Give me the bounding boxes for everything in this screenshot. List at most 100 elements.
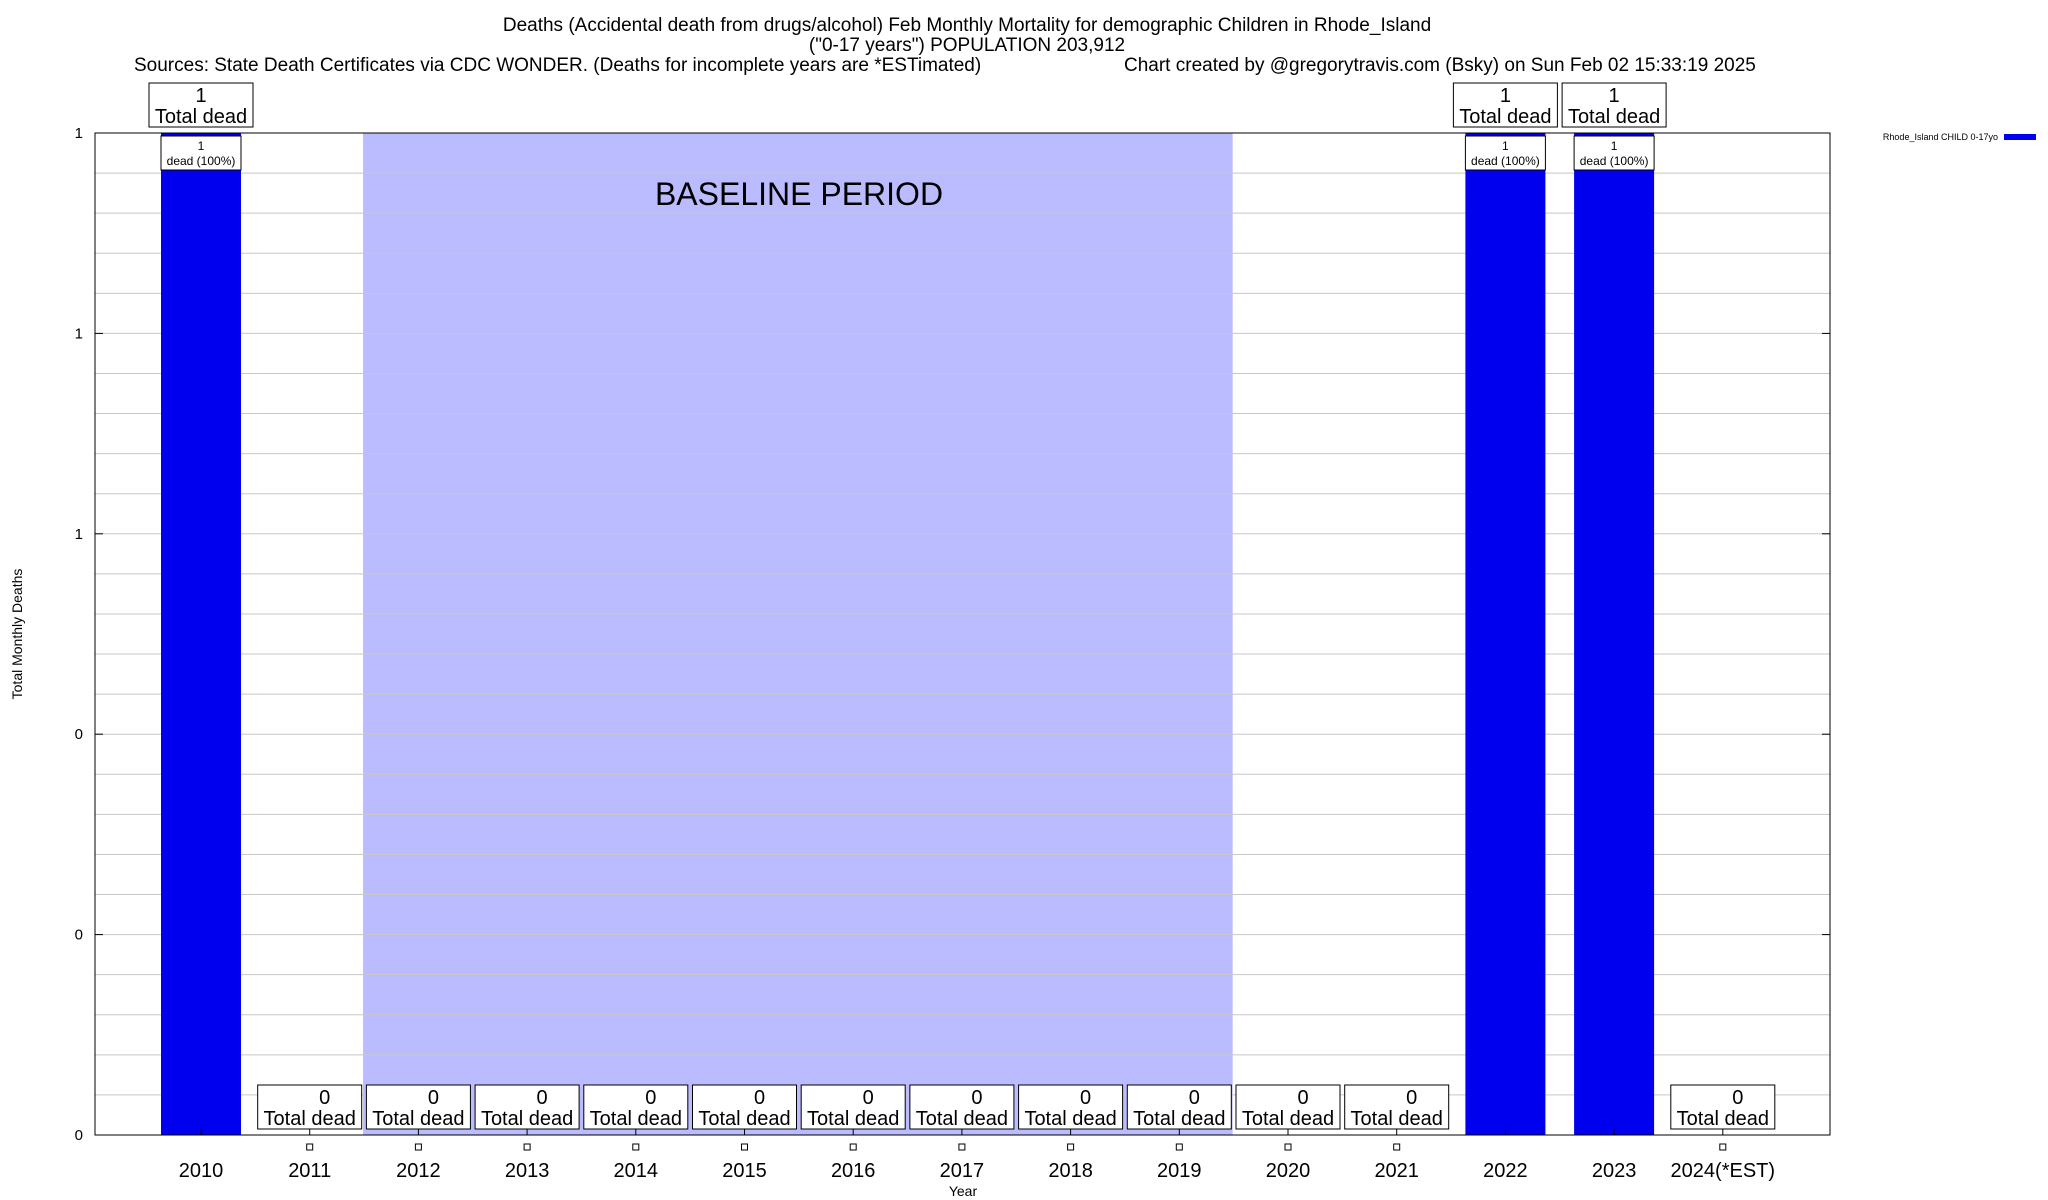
zero-marker	[1393, 1143, 1401, 1151]
total-label-box	[257, 1084, 363, 1130]
x-tick-label: 2019	[1157, 1160, 1202, 1182]
total-label-text: Total dead	[155, 106, 247, 128]
x-tick-label: 2012	[396, 1160, 441, 1182]
chart-credit: Chart created by @gregorytravis.com (Bsk…	[1124, 55, 1756, 76]
total-label-value: 0	[971, 1087, 982, 1109]
total-label-value: 0	[319, 1087, 330, 1109]
total-label-text: Total dead	[1568, 106, 1660, 128]
legend: Rhode_Island CHILD 0-17yo	[1883, 132, 2036, 142]
total-label-box	[365, 1084, 471, 1130]
bar-inner-label-text: dead (100%)	[1580, 154, 1649, 168]
zero-marker	[741, 1143, 748, 1151]
bar-inner-label-box	[1573, 135, 1655, 171]
total-label-text: Total dead	[807, 1108, 899, 1130]
zero-marker	[1175, 1143, 1183, 1151]
total-label-text: Total dead	[1024, 1108, 1116, 1130]
plot-frame	[94, 132, 1831, 1136]
total-label-text: Total dead	[1351, 1108, 1443, 1130]
x-axis-label: Year	[949, 1183, 978, 1199]
bar	[1465, 133, 1546, 1135]
total-label-value: 0	[1189, 1087, 1200, 1109]
bar-inner-label-text: dead (100%)	[1471, 154, 1540, 168]
total-label-box	[583, 1084, 689, 1130]
x-tick-label: 2016	[831, 1160, 876, 1182]
total-label-box	[1344, 1084, 1450, 1130]
x-tick-label: 2011	[288, 1160, 331, 1182]
total-label-text: Total dead	[590, 1108, 682, 1130]
legend-swatch	[2004, 134, 2036, 140]
x-tick-label: 2021	[1374, 1160, 1419, 1182]
bar-inner-label-count: 1	[198, 139, 205, 153]
total-label-box	[1018, 1084, 1124, 1130]
total-label-value: 0	[645, 1087, 656, 1109]
zero-marker	[1284, 1143, 1292, 1151]
total-label-value: 0	[754, 1087, 765, 1109]
total-label-value: 1	[195, 85, 206, 107]
total-label-box	[148, 82, 254, 128]
total-label-box	[474, 1084, 580, 1130]
bar-inner-label-count: 1	[1502, 139, 1509, 153]
zero-marker	[414, 1143, 422, 1151]
total-label-box	[1126, 1084, 1232, 1130]
total-label-text: Total dead	[1133, 1108, 1225, 1130]
baseline-period-label: BASELINE PERIOD	[655, 176, 943, 212]
y-tick-label: 1	[75, 125, 83, 142]
total-label-text: Total dead	[916, 1108, 1008, 1130]
zero-marker	[849, 1143, 857, 1151]
total-label-value: 1	[1500, 85, 1511, 107]
y-tick-label: 1	[75, 526, 83, 543]
total-label-value: 0	[1297, 1087, 1308, 1109]
chart-title-line2: ("0-17 years") POPULATION 203,912	[809, 35, 1125, 56]
y-axis-ticks: 0 0 0 1 1 1	[75, 125, 1830, 1144]
total-label-value: 0	[428, 1087, 439, 1109]
total-label-text: Total dead	[1459, 106, 1551, 128]
total-label-text: Total dead	[264, 1108, 356, 1130]
baseline-region	[363, 133, 1233, 1135]
zero-marker	[1067, 1143, 1075, 1151]
zero-marker	[1719, 1143, 1727, 1151]
total-label-value: 0	[537, 1087, 548, 1109]
total-label-box	[1452, 82, 1558, 128]
total-label-value: 0	[1406, 1087, 1417, 1109]
x-tick-label: 2013	[505, 1160, 550, 1182]
bar	[1574, 133, 1655, 1135]
x-tick-label: 2022	[1483, 1160, 1528, 1182]
chart-title-line1: Deaths (Accidental death from drugs/alco…	[503, 15, 1431, 36]
total-label-box	[692, 1084, 797, 1130]
total-label-text: Total dead	[1242, 1108, 1334, 1130]
x-tick-label: 2018	[1048, 1160, 1093, 1182]
bar	[161, 133, 241, 1135]
chart-sources: Sources: State Death Certificates via CD…	[134, 55, 981, 76]
total-label-box	[1235, 1084, 1341, 1130]
total-label-text: Total dead	[372, 1108, 464, 1130]
total-label-box	[800, 1084, 906, 1130]
x-tick-label: 2017	[940, 1160, 985, 1182]
y-axis-label: Total Monthly Deaths	[9, 569, 25, 700]
legend-label: Rhode_Island CHILD 0-17yo	[1883, 132, 1998, 142]
y-tick-label: 0	[75, 1127, 83, 1144]
baseline-region-layer	[363, 133, 1233, 1135]
total-label-value: 0	[1080, 1087, 1091, 1109]
total-label-box	[909, 1084, 1015, 1130]
bar-inner-label-box	[160, 135, 242, 171]
x-tick-label: 2020	[1266, 1160, 1311, 1182]
zero-marker	[632, 1143, 640, 1151]
total-label-value: 1	[1609, 85, 1620, 107]
total-label-box	[1670, 1084, 1776, 1130]
total-label-box	[1561, 82, 1667, 128]
zero-marker	[523, 1143, 531, 1151]
y-tick-label: 0	[75, 927, 83, 944]
y-tick-label: 1	[75, 325, 83, 342]
total-label-text: Total dead	[481, 1108, 573, 1130]
bars-layer	[161, 133, 1655, 1135]
bar-inner-label-text: dead (100%)	[167, 154, 236, 168]
y-tick-label: 0	[75, 726, 83, 743]
total-label-text: Total dead	[1677, 1108, 1769, 1130]
x-axis-ticks: 2010 2011 2012 2013 2014 2015 2016 2017 2018 2019…	[179, 1129, 1775, 1182]
zero-marker	[306, 1143, 314, 1151]
x-tick-label: 2023	[1592, 1160, 1637, 1182]
x-tick-label: 2015	[722, 1160, 767, 1182]
total-label-text: Total dead	[698, 1108, 790, 1130]
